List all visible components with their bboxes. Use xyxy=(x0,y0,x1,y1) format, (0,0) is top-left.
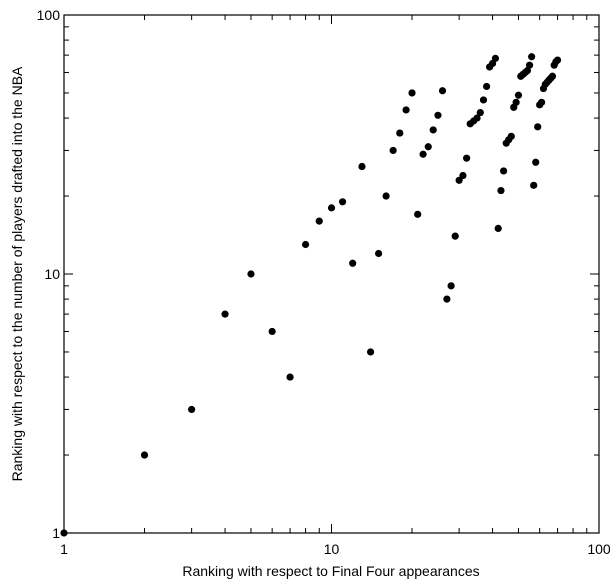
data-point xyxy=(338,198,347,206)
data-point xyxy=(497,186,505,195)
data-point xyxy=(463,154,471,162)
data-point xyxy=(414,210,422,218)
data-point xyxy=(455,176,463,184)
y-tick-label: 100 xyxy=(37,7,61,23)
data-point xyxy=(268,327,276,336)
data-point xyxy=(532,158,540,166)
data-point xyxy=(512,98,520,106)
data-point xyxy=(528,53,536,61)
data-point xyxy=(479,96,488,104)
data-point xyxy=(459,171,467,180)
data-point xyxy=(424,143,432,151)
y-tick-label: 10 xyxy=(44,266,60,282)
data-point xyxy=(315,217,323,225)
y-tick-label: 1 xyxy=(52,525,60,541)
x-axis-label: Ranking with respect to Final Four appea… xyxy=(182,563,479,579)
data-point xyxy=(382,192,390,200)
data-point xyxy=(534,123,542,131)
data-point xyxy=(548,72,557,80)
x-tick-label: 100 xyxy=(587,541,610,557)
data-point xyxy=(408,89,416,97)
data-point xyxy=(396,129,404,137)
data-points xyxy=(60,53,562,537)
data-point xyxy=(247,270,255,278)
data-point xyxy=(358,162,366,171)
data-point xyxy=(221,310,229,318)
data-point xyxy=(301,240,310,249)
y-axis-label: Ranking with respect to the number of pl… xyxy=(9,66,25,481)
data-point xyxy=(140,451,149,459)
data-point xyxy=(523,66,532,75)
data-point xyxy=(447,282,455,290)
data-point xyxy=(451,232,459,240)
data-point xyxy=(389,146,397,155)
data-point xyxy=(514,91,523,99)
data-point xyxy=(491,54,500,62)
data-point xyxy=(530,181,538,189)
data-point xyxy=(443,295,451,303)
data-point xyxy=(429,126,437,134)
data-point xyxy=(434,111,442,119)
data-point xyxy=(494,224,502,232)
data-point xyxy=(438,87,447,95)
data-point xyxy=(537,98,546,106)
data-point xyxy=(188,405,196,414)
data-point xyxy=(327,204,336,212)
data-point xyxy=(473,114,481,122)
data-point xyxy=(507,132,515,140)
data-point xyxy=(402,106,410,114)
data-point xyxy=(419,150,427,158)
x-tick-label: 10 xyxy=(324,541,340,557)
data-point xyxy=(553,56,562,64)
x-tick-label: 1 xyxy=(60,541,68,557)
data-point xyxy=(286,373,294,381)
data-point xyxy=(500,167,508,175)
data-point xyxy=(60,529,68,537)
data-point xyxy=(366,348,375,356)
data-point xyxy=(525,61,534,69)
data-point xyxy=(375,249,383,258)
axis-tick-labels: 1 10 100 1 10 100 xyxy=(37,7,610,557)
data-point xyxy=(476,108,484,117)
data-point xyxy=(349,259,357,267)
axis-ticks xyxy=(63,15,599,534)
data-point xyxy=(482,82,491,91)
